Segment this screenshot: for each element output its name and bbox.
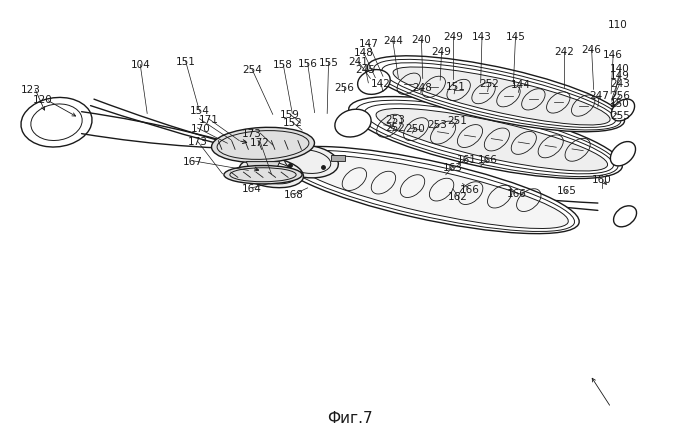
Ellipse shape [276, 147, 579, 234]
Text: 253: 253 [427, 119, 447, 129]
Text: 166: 166 [507, 189, 527, 199]
Ellipse shape [349, 97, 622, 179]
Text: Фиг.7: Фиг.7 [326, 410, 373, 425]
Ellipse shape [21, 98, 92, 148]
Text: 140: 140 [610, 64, 630, 73]
Ellipse shape [295, 156, 568, 229]
Text: 244: 244 [383, 36, 403, 46]
Text: 163: 163 [442, 162, 463, 173]
Text: 254: 254 [242, 65, 261, 74]
Text: 162: 162 [447, 191, 468, 201]
Ellipse shape [382, 64, 616, 128]
Text: 250: 250 [405, 124, 425, 134]
Text: 123: 123 [21, 85, 41, 95]
Text: 144: 144 [510, 80, 531, 90]
Text: 149: 149 [610, 71, 630, 81]
Text: 247: 247 [589, 91, 610, 101]
Text: 151: 151 [445, 82, 466, 92]
Text: 171: 171 [199, 114, 219, 124]
Text: 156: 156 [298, 59, 317, 69]
Ellipse shape [284, 151, 575, 232]
Ellipse shape [335, 110, 371, 138]
Text: 167: 167 [182, 156, 203, 166]
Ellipse shape [239, 158, 303, 188]
Text: 249: 249 [442, 32, 463, 42]
Text: 120: 120 [33, 95, 52, 105]
Text: 165: 165 [557, 186, 577, 196]
Text: 249: 249 [432, 47, 452, 57]
Text: 164: 164 [242, 184, 261, 194]
Text: 158: 158 [273, 60, 293, 71]
Text: 256: 256 [610, 91, 630, 101]
Text: 251: 251 [447, 116, 468, 126]
Ellipse shape [368, 57, 625, 132]
Text: 255: 255 [610, 110, 630, 120]
Text: 243: 243 [610, 79, 630, 88]
Text: 252: 252 [479, 79, 499, 88]
Text: 148: 148 [354, 48, 373, 58]
Text: 143: 143 [472, 32, 492, 42]
Ellipse shape [393, 68, 610, 126]
Ellipse shape [277, 146, 338, 178]
Text: 161: 161 [456, 154, 477, 164]
Text: 147: 147 [359, 39, 378, 49]
Text: 104: 104 [130, 60, 150, 71]
Text: 240: 240 [412, 35, 431, 45]
Text: 241: 241 [348, 57, 368, 67]
Ellipse shape [365, 105, 614, 174]
Text: 168: 168 [284, 190, 303, 200]
Text: 154: 154 [189, 106, 210, 116]
Text: 172: 172 [250, 138, 270, 148]
Text: 253: 253 [385, 114, 405, 124]
Text: 142: 142 [371, 79, 391, 88]
Ellipse shape [610, 142, 635, 166]
Text: 145: 145 [505, 32, 526, 42]
Text: 245: 245 [356, 65, 375, 74]
Ellipse shape [374, 60, 621, 131]
Ellipse shape [356, 101, 618, 177]
Text: 110: 110 [608, 20, 628, 30]
Text: 248: 248 [412, 83, 432, 93]
Text: 173: 173 [242, 129, 261, 139]
Polygon shape [246, 162, 280, 172]
Text: 152: 152 [282, 118, 302, 128]
Text: 159: 159 [280, 110, 300, 120]
Text: 166: 166 [459, 184, 480, 194]
Text: 150: 150 [610, 98, 630, 108]
Text: 160: 160 [592, 175, 612, 185]
Text: 151: 151 [175, 57, 196, 67]
Text: 246: 246 [582, 45, 602, 55]
Text: 242: 242 [554, 47, 575, 57]
Ellipse shape [376, 109, 607, 172]
FancyBboxPatch shape [331, 156, 345, 161]
Text: 252: 252 [385, 122, 405, 132]
Ellipse shape [614, 206, 637, 227]
Ellipse shape [212, 128, 315, 163]
Ellipse shape [612, 100, 635, 122]
Text: 146: 146 [603, 50, 623, 60]
Text: 166: 166 [477, 155, 498, 165]
Text: 155: 155 [319, 58, 338, 68]
Ellipse shape [224, 166, 302, 184]
Ellipse shape [358, 71, 390, 95]
Text: 170: 170 [190, 124, 210, 134]
Text: 256: 256 [334, 83, 354, 93]
Text: 173: 173 [187, 137, 208, 147]
